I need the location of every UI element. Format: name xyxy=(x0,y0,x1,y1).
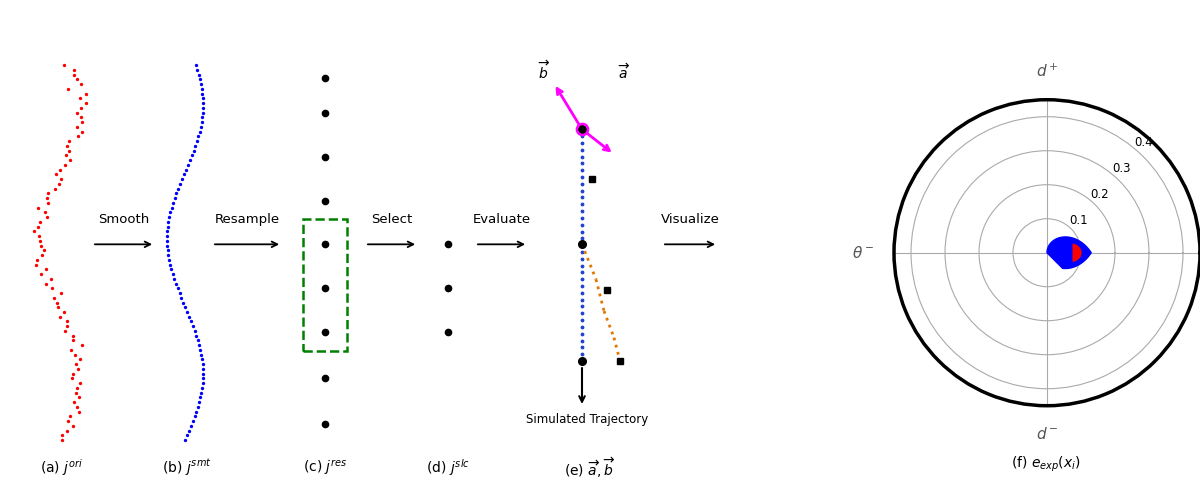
Text: $\overrightarrow{a}$: $\overrightarrow{a}$ xyxy=(618,62,630,82)
Text: Smooth: Smooth xyxy=(98,213,149,226)
Text: $\theta^-$: $\theta^-$ xyxy=(852,245,874,260)
Text: (b) $j^{smt}$: (b) $j^{smt}$ xyxy=(162,457,212,478)
Text: Evaluate: Evaluate xyxy=(473,213,530,226)
Text: Select: Select xyxy=(371,213,412,226)
Polygon shape xyxy=(1046,237,1091,268)
Text: (e) $\overrightarrow{a},\overrightarrow{b}$: (e) $\overrightarrow{a},\overrightarrow{… xyxy=(564,455,616,480)
Polygon shape xyxy=(1073,244,1081,261)
Text: $d^+$: $d^+$ xyxy=(1036,63,1058,80)
Text: $d^-$: $d^-$ xyxy=(1036,426,1058,442)
Text: $\overrightarrow{b}$: $\overrightarrow{b}$ xyxy=(538,59,550,82)
Text: Simulated Trajectory: Simulated Trajectory xyxy=(526,413,648,426)
Text: (c) $j^{res}$: (c) $j^{res}$ xyxy=(302,458,347,477)
Text: (f) $e_{exp}(x_i)$: (f) $e_{exp}(x_i)$ xyxy=(1012,454,1081,474)
Text: (d) $j^{slc}$: (d) $j^{slc}$ xyxy=(426,457,470,478)
Text: Visualize: Visualize xyxy=(660,213,720,226)
Bar xyxy=(302,219,347,351)
Text: Resample: Resample xyxy=(215,213,280,226)
Text: (a) $j^{ori}$: (a) $j^{ori}$ xyxy=(41,457,84,478)
